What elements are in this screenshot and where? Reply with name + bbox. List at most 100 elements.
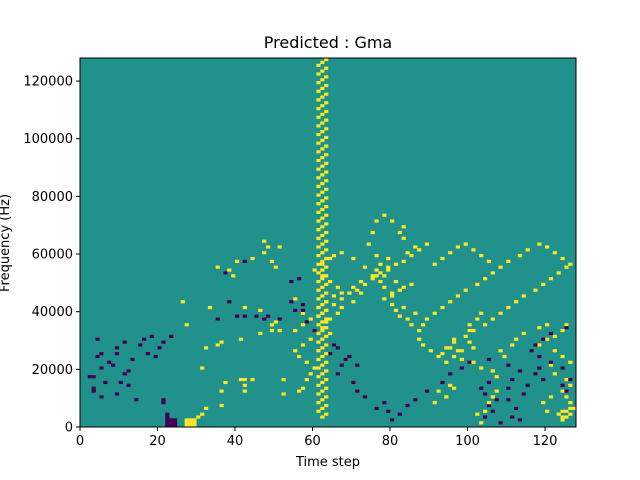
heatmap-cell	[235, 314, 240, 318]
heatmap-cell	[324, 135, 329, 140]
heatmap-cell	[393, 308, 399, 312]
heatmap-cell	[320, 320, 325, 324]
heatmap-cell	[560, 415, 565, 419]
heatmap-cell	[320, 311, 325, 315]
heatmap-cell	[347, 354, 352, 359]
heatmap-cell	[118, 380, 123, 385]
heatmap-cell	[374, 406, 379, 410]
heatmap-cell	[529, 349, 534, 353]
x-tick-label: 80	[382, 434, 399, 449]
heatmap-cell	[324, 144, 329, 148]
heatmap-cell	[188, 424, 193, 428]
heatmap-cell	[324, 377, 329, 382]
y-tick-label: 0	[65, 421, 73, 436]
chart-title: Predicted : Gma	[264, 33, 392, 52]
heatmap-cell	[506, 398, 511, 402]
heatmap-cell	[273, 320, 278, 324]
y-tick-label: 80000	[32, 190, 73, 205]
heatmap-cell	[126, 383, 131, 387]
heatmap-cell	[316, 331, 321, 336]
heatmap-cell	[215, 343, 220, 347]
heatmap-cell	[316, 409, 321, 413]
heatmap-cell	[111, 363, 116, 367]
heatmap-cell	[320, 164, 325, 168]
heatmap-cell	[471, 346, 476, 350]
heatmap-cell	[560, 409, 565, 413]
heatmap-cell	[324, 205, 329, 209]
heatmap-cell	[227, 268, 232, 272]
heatmap-cell	[390, 418, 395, 422]
heatmap-cell	[184, 421, 189, 425]
heatmap-cell	[107, 360, 112, 364]
heatmap-cell	[486, 357, 492, 361]
heatmap-cell	[165, 418, 170, 422]
heatmap-cell	[382, 274, 387, 278]
heatmap-cell	[320, 138, 325, 142]
heatmap-cell	[421, 343, 426, 347]
heatmap-cell	[324, 308, 329, 312]
heatmap-cell	[320, 363, 325, 367]
heatmap-cell	[393, 262, 399, 266]
heatmap-cell	[328, 317, 333, 321]
heatmap-cell	[390, 294, 395, 298]
heatmap-cell	[258, 331, 263, 336]
heatmap-cell	[266, 314, 271, 318]
heatmap-cell	[510, 377, 515, 382]
heatmap-cell	[448, 346, 453, 350]
heatmap-cell	[564, 389, 569, 393]
heatmap-cell	[409, 282, 414, 287]
heatmap-cell	[479, 366, 484, 370]
x-axis: 0 20 40 60 80 100 120	[76, 427, 557, 449]
heatmap-cell	[324, 127, 329, 131]
heatmap-cell	[347, 291, 352, 295]
heatmap-cell	[370, 230, 375, 235]
heatmap-cell	[521, 331, 526, 336]
heatmap-cell	[95, 337, 100, 341]
heatmap-cell	[564, 409, 569, 413]
heatmap-cell	[324, 153, 329, 157]
heatmap-cell	[262, 239, 267, 243]
heatmap-cell	[440, 352, 445, 356]
heatmap-cell	[548, 363, 554, 367]
heatmap-cell	[401, 285, 406, 289]
heatmap-cell	[548, 277, 554, 281]
heatmap-cell	[386, 268, 391, 272]
heatmap-cell	[269, 323, 275, 327]
heatmap-cell	[300, 311, 306, 315]
plot-area	[79, 57, 577, 428]
heatmap-cell	[452, 386, 457, 390]
heatmap-cell	[545, 409, 550, 413]
heatmap-cell	[324, 83, 329, 88]
plot-frame	[79, 57, 577, 428]
heatmap-cell	[316, 236, 321, 240]
heatmap-cell	[91, 386, 96, 390]
heatmap-cell	[320, 406, 325, 410]
heatmap-cell	[320, 78, 325, 82]
heatmap-cell	[320, 328, 325, 333]
heatmap-cell	[126, 369, 131, 373]
heatmap-cell	[475, 412, 480, 416]
heatmap-cell	[444, 395, 449, 399]
heatmap-cell	[320, 173, 325, 177]
heatmap-cell	[413, 398, 418, 402]
heatmap-cell	[215, 265, 220, 269]
heatmap-cell	[510, 415, 515, 419]
heatmap-cell	[188, 418, 193, 422]
heatmap-cell	[235, 259, 240, 263]
heatmap-cell	[362, 265, 368, 269]
heatmap-cell	[320, 326, 325, 330]
heatmap-cell	[564, 415, 569, 419]
heatmap-cell	[517, 369, 523, 373]
heatmap-cell	[114, 346, 120, 350]
heatmap-cell	[277, 317, 282, 321]
heatmap-cell	[378, 271, 383, 275]
heatmap-cell	[192, 424, 197, 428]
heatmap-cell	[320, 262, 325, 266]
heatmap-cell	[215, 317, 220, 321]
heatmap-cell	[339, 363, 344, 367]
heatmap-cell	[324, 58, 329, 62]
heatmap-cell	[316, 176, 321, 180]
heatmap-cell	[498, 265, 503, 269]
heatmap-cell	[405, 251, 410, 255]
